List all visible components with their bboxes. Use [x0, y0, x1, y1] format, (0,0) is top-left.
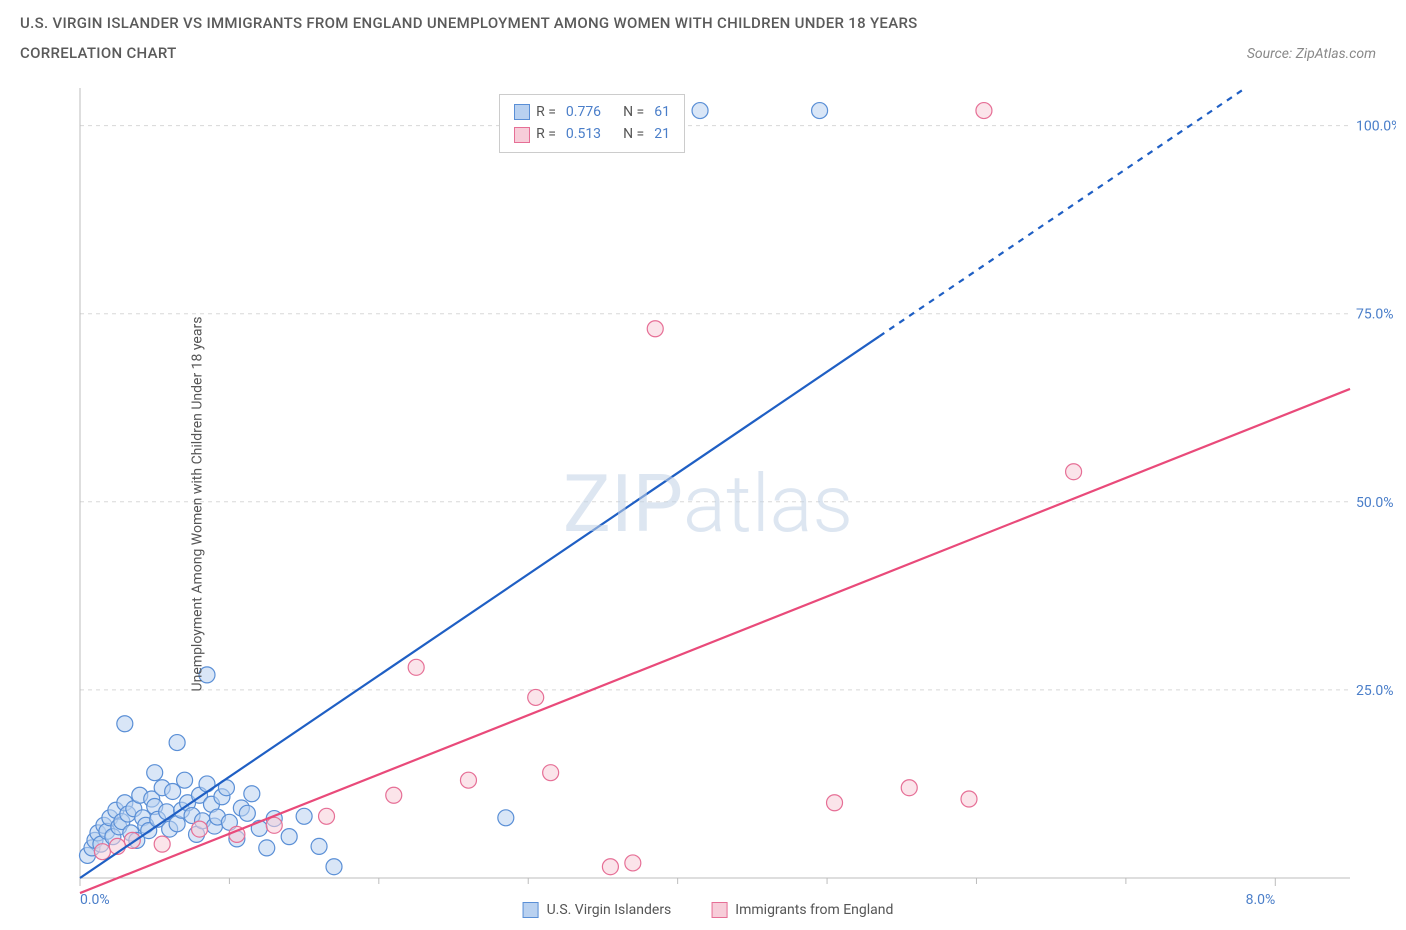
y-tick-label: 50.0% [1356, 495, 1394, 511]
data-point [901, 780, 917, 796]
data-point [154, 836, 170, 852]
data-point [147, 765, 163, 781]
data-point [169, 735, 185, 751]
legend-row: R = 0.513 N = 21 [514, 123, 670, 145]
legend-swatch [523, 902, 539, 918]
data-point [281, 829, 297, 845]
trend-line [80, 389, 1350, 893]
scatter-chart: 25.0% 50.0% 75.0% 100.0% 0.0% 8.0% [20, 88, 1396, 920]
data-point [961, 791, 977, 807]
data-point [602, 859, 618, 875]
x-tick-label: 0.0% [80, 892, 110, 908]
legend-r-label: R = [536, 101, 556, 123]
series-legend: U.S. Virgin Islanders Immigrants from Eng… [523, 902, 894, 918]
correlation-legend: R = 0.776 N = 61 R = 0.513 N = 21 [499, 94, 685, 153]
data-point [296, 808, 312, 824]
data-point [976, 103, 992, 119]
data-point [498, 810, 514, 826]
data-point [1066, 464, 1082, 480]
data-point [827, 795, 843, 811]
data-point [199, 776, 215, 792]
legend-n-value: 61 [654, 101, 670, 123]
data-point [625, 855, 641, 871]
source-attribution: Source: ZipAtlas.com [1247, 46, 1386, 62]
y-tick-label: 75.0% [1356, 307, 1394, 323]
legend-r-value: 0.776 [566, 101, 601, 123]
data-point [94, 844, 110, 860]
data-point [408, 659, 424, 675]
data-point [311, 838, 327, 854]
y-axis-label: Unemployment Among Women with Children U… [189, 317, 205, 692]
trend-line-extrapolated [879, 88, 1245, 336]
data-point [259, 840, 275, 856]
data-point [386, 787, 402, 803]
data-point [117, 716, 133, 732]
y-tick-label: 100.0% [1356, 119, 1396, 135]
legend-n-value: 21 [654, 123, 670, 145]
data-point [239, 805, 255, 821]
legend-r-label: R = [536, 123, 556, 145]
data-point [319, 808, 335, 824]
y-tick-label: 25.0% [1356, 683, 1394, 699]
data-point [692, 103, 708, 119]
chart-container: Unemployment Among Women with Children U… [20, 88, 1396, 920]
legend-swatch [514, 127, 530, 143]
x-tick-label: 8.0% [1246, 892, 1276, 908]
trend-layer [80, 88, 1350, 893]
chart-title: U.S. VIRGIN ISLANDER VS IMMIGRANTS FROM … [20, 14, 1386, 32]
legend-swatch [711, 902, 727, 918]
data-point [326, 859, 342, 875]
series-legend-label: Immigrants from England [735, 902, 893, 918]
data-point [244, 786, 260, 802]
data-point [177, 772, 193, 788]
data-point [812, 103, 828, 119]
legend-row: R = 0.776 N = 61 [514, 101, 670, 123]
data-point [528, 689, 544, 705]
chart-subtitle: CORRELATION CHART [20, 44, 177, 62]
legend-n-label: N = [623, 101, 644, 123]
data-point [192, 821, 208, 837]
series-legend-item: U.S. Virgin Islanders [523, 902, 672, 918]
legend-n-label: N = [623, 123, 644, 145]
data-point [266, 817, 282, 833]
series-legend-label: U.S. Virgin Islanders [547, 902, 672, 918]
data-point [647, 321, 663, 337]
legend-r-value: 0.513 [566, 123, 601, 145]
data-point [460, 772, 476, 788]
series-legend-item: Immigrants from England [711, 902, 893, 918]
data-point [543, 765, 559, 781]
legend-swatch [514, 104, 530, 120]
points-layer [79, 103, 1081, 875]
